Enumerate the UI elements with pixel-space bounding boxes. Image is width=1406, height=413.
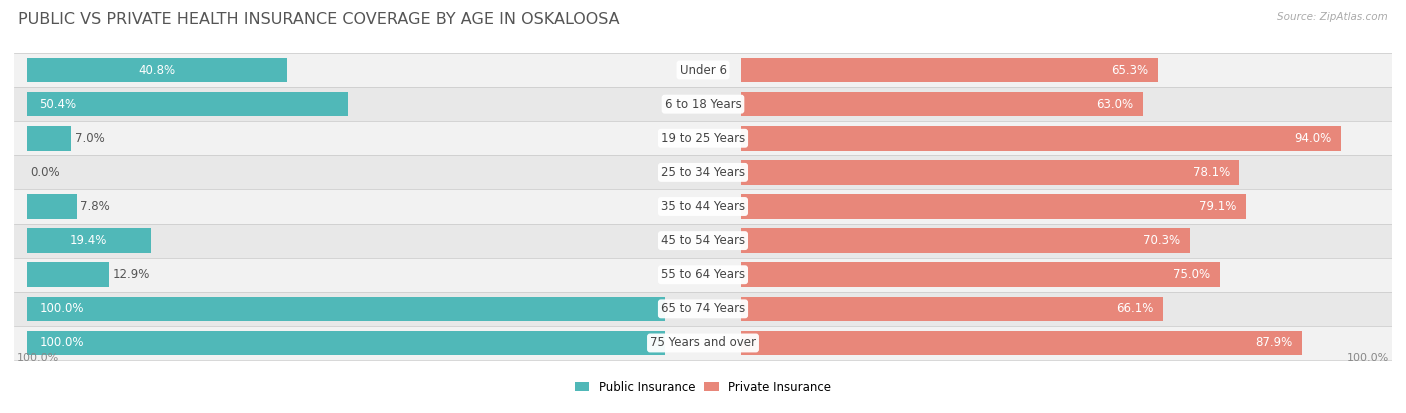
FancyBboxPatch shape [27,126,72,151]
Text: 12.9%: 12.9% [112,268,149,281]
Text: 19.4%: 19.4% [70,234,107,247]
FancyBboxPatch shape [14,121,1392,155]
Text: 0.0%: 0.0% [30,166,59,179]
Legend: Public Insurance, Private Insurance: Public Insurance, Private Insurance [571,376,835,399]
Text: 66.1%: 66.1% [1116,302,1153,316]
FancyBboxPatch shape [27,262,110,287]
FancyBboxPatch shape [14,258,1392,292]
Text: Under 6: Under 6 [679,64,727,76]
FancyBboxPatch shape [741,228,1189,253]
Text: 6 to 18 Years: 6 to 18 Years [665,97,741,111]
FancyBboxPatch shape [27,194,76,219]
FancyBboxPatch shape [14,190,1392,223]
FancyBboxPatch shape [14,292,1392,326]
FancyBboxPatch shape [27,228,150,253]
Text: 55 to 64 Years: 55 to 64 Years [661,268,745,281]
Text: 70.3%: 70.3% [1143,234,1180,247]
FancyBboxPatch shape [741,297,1163,321]
Text: 45 to 54 Years: 45 to 54 Years [661,234,745,247]
Text: 65.3%: 65.3% [1111,64,1149,76]
FancyBboxPatch shape [14,223,1392,258]
Text: 7.0%: 7.0% [75,132,104,145]
FancyBboxPatch shape [741,58,1157,82]
FancyBboxPatch shape [14,326,1392,360]
FancyBboxPatch shape [741,92,1143,116]
Text: 63.0%: 63.0% [1097,97,1133,111]
Text: 19 to 25 Years: 19 to 25 Years [661,132,745,145]
FancyBboxPatch shape [741,262,1219,287]
Text: 100.0%: 100.0% [17,353,59,363]
FancyBboxPatch shape [27,331,665,355]
Text: Source: ZipAtlas.com: Source: ZipAtlas.com [1277,12,1388,22]
FancyBboxPatch shape [741,126,1341,151]
Text: 7.8%: 7.8% [80,200,110,213]
FancyBboxPatch shape [27,297,665,321]
FancyBboxPatch shape [741,331,1302,355]
Text: 100.0%: 100.0% [1347,353,1389,363]
FancyBboxPatch shape [14,87,1392,121]
Text: 75 Years and over: 75 Years and over [650,337,756,349]
FancyBboxPatch shape [27,92,349,116]
Text: 50.4%: 50.4% [39,97,77,111]
Text: 100.0%: 100.0% [39,337,84,349]
Text: PUBLIC VS PRIVATE HEALTH INSURANCE COVERAGE BY AGE IN OSKALOOSA: PUBLIC VS PRIVATE HEALTH INSURANCE COVER… [18,12,620,27]
Text: 100.0%: 100.0% [39,302,84,316]
FancyBboxPatch shape [27,58,287,82]
Text: 87.9%: 87.9% [1256,337,1292,349]
Text: 94.0%: 94.0% [1294,132,1331,145]
Text: 79.1%: 79.1% [1199,200,1236,213]
Text: 35 to 44 Years: 35 to 44 Years [661,200,745,213]
FancyBboxPatch shape [14,155,1392,190]
Text: 25 to 34 Years: 25 to 34 Years [661,166,745,179]
FancyBboxPatch shape [14,53,1392,87]
Text: 78.1%: 78.1% [1192,166,1230,179]
Text: 40.8%: 40.8% [138,64,176,76]
Text: 75.0%: 75.0% [1173,268,1211,281]
FancyBboxPatch shape [741,160,1240,185]
Text: 65 to 74 Years: 65 to 74 Years [661,302,745,316]
FancyBboxPatch shape [741,194,1246,219]
